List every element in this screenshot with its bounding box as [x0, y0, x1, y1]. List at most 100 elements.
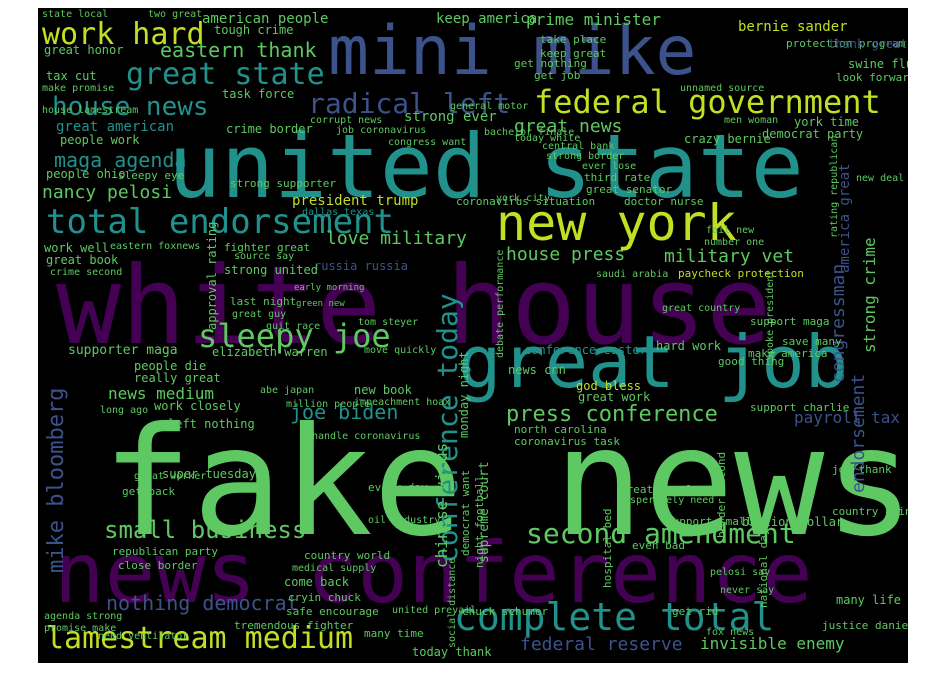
word-great-american: great american [56, 119, 175, 135]
word-complete-total: complete total [454, 595, 775, 639]
word-elizabeth-warren: elizabeth warren [212, 345, 328, 359]
word-save-many: save many [782, 335, 842, 348]
word-radical-left: radical left [308, 87, 511, 120]
word-state-local: state local [42, 9, 109, 20]
word-saudi-arabia: saudi arabia [596, 269, 669, 280]
word-eastern-thank: eastern thank [160, 38, 317, 62]
word-news-medium: news medium [108, 384, 214, 403]
word-new-york: new york [496, 194, 737, 252]
word-quit-race: quit race [266, 321, 321, 332]
word-democrat-party: democrat party [762, 127, 864, 141]
word-social-distance: social distance [447, 557, 458, 648]
word-look-forward: look forward [836, 71, 908, 84]
word-great-worker: great worker [134, 471, 207, 482]
word-long-ago: long ago [100, 405, 149, 416]
word-border-second: border second [715, 451, 728, 538]
word-safe-encourage: safe encourage [286, 605, 379, 618]
word-american-people: american people [202, 11, 329, 27]
word-support-charlie: support charlie [750, 401, 850, 414]
word-federal-government: federal government [534, 83, 881, 121]
word-total-endorsement: total endorsement [46, 202, 394, 242]
word-swine-flu: swine flu [848, 57, 908, 71]
word-north-carolina: north carolina [514, 423, 607, 436]
word-america-great: america great [837, 163, 853, 273]
word-medical-supply: medical supply [292, 563, 377, 574]
word-paycheck-protection: paycheck protection [678, 267, 804, 280]
word-left-nothing: left nothing [168, 417, 255, 431]
word-strong-border: strong border [546, 151, 625, 162]
word-debate-performance: debate performance [495, 249, 506, 358]
word-impeachment-hoax: impeachment hoax [354, 397, 451, 408]
word-country-world: country world [304, 549, 391, 562]
word-mike-bloomberg: mike bloomberg [44, 387, 69, 573]
word-support-maga: support maga [750, 315, 830, 328]
word-sleepy-joe: sleepy joe [198, 317, 391, 355]
word-spoke-president: spoke president [765, 269, 776, 360]
word-job-coronavirus: job coronavirus [336, 125, 427, 136]
word-abe-japan: abe japan [260, 385, 315, 396]
word-congress-want: congress want [388, 137, 467, 148]
word-tremendous-fighter: tremendous fighter [234, 619, 354, 632]
word-mini-mike: mini mike [328, 12, 697, 91]
word-justice-daniel: justice daniel [822, 619, 908, 632]
word-keep-america: keep america [436, 11, 538, 27]
word-new-book: new book [354, 383, 412, 397]
word-today-white: today white [514, 133, 581, 144]
word-many-time: many time [364, 627, 424, 640]
word-great-country: great country [662, 303, 741, 314]
word-fail-new: fail new [706, 225, 755, 236]
word-rating-republican: rating republican [829, 135, 840, 238]
word-work-hard: work hard [42, 17, 205, 52]
word-good-thing: good thing [718, 355, 785, 368]
word-super-tuesday: super tuesday [162, 467, 256, 481]
word-great-job: great job [458, 320, 849, 404]
word-great-work: great work [578, 390, 651, 404]
word-hospital-bed: hospital bed [601, 508, 614, 588]
word-keep-great: keep great [540, 47, 607, 60]
word-tough-crime: tough crime [214, 23, 294, 37]
word-last-night: last night [230, 295, 297, 308]
word-news-conference: news conference [54, 524, 813, 622]
word-great-guy: great guy [232, 309, 287, 320]
word-democrat-want: democrat want [459, 469, 472, 556]
word-million-people: million people [286, 399, 371, 410]
word-people-die: people die [134, 359, 207, 373]
word-fighter-great: fighter great [224, 241, 311, 254]
word-fake-news: fake news [102, 396, 908, 570]
word-hard-work: hard work [656, 339, 722, 353]
word-love-military: love military [326, 228, 467, 249]
word-never-say: never say [720, 585, 775, 596]
word-ever-lose: ever lose [582, 161, 637, 172]
word-work-closely: work closely [154, 399, 241, 413]
word-close-border: close border [118, 559, 198, 572]
word-strong-supporter: strong supporter [230, 177, 336, 190]
word-united-prevail: united prevail [392, 605, 477, 616]
word-great-state: great state [126, 57, 325, 92]
word-central-bank: central bank [542, 141, 615, 152]
word-tom-steyer: tom steyer [358, 317, 419, 328]
word-every-day: every day [368, 481, 428, 494]
word-third-rate: third rate [584, 171, 651, 184]
word-lamestream-medium: lamestream medium [46, 621, 354, 656]
word-early-morning: early morning [294, 283, 365, 293]
word-conference-eastern: conference eastern [524, 343, 655, 357]
word-york-city: york city [496, 193, 551, 204]
word-nothing-democrat: nothing democrat [106, 591, 299, 615]
word-work-well: work well [44, 241, 110, 255]
word-promise-make: promise make [44, 623, 117, 634]
word-people-ohio: people ohio [46, 167, 126, 181]
word-number-one: number one [704, 237, 765, 248]
word-move-quickly: move quickly [364, 345, 437, 356]
word-chuck-schumer: chuck schumer [462, 605, 549, 618]
word-great-book: great book [46, 253, 119, 267]
word-united-state: united state [168, 115, 804, 218]
word-two-great: two great [148, 9, 203, 20]
word-desperately-need: desperately need [618, 495, 715, 506]
word-republican-party: republican party [112, 545, 218, 558]
word-people-work: people work [60, 133, 140, 147]
word-chinese-virus: chinese virus [432, 442, 451, 568]
word-god-bless: god bless [576, 379, 642, 393]
word-pelosi-say: pelosi say [710, 567, 771, 578]
word-great-news: great news [514, 116, 623, 137]
word-sleepy-eye: sleepy eye [118, 169, 185, 182]
